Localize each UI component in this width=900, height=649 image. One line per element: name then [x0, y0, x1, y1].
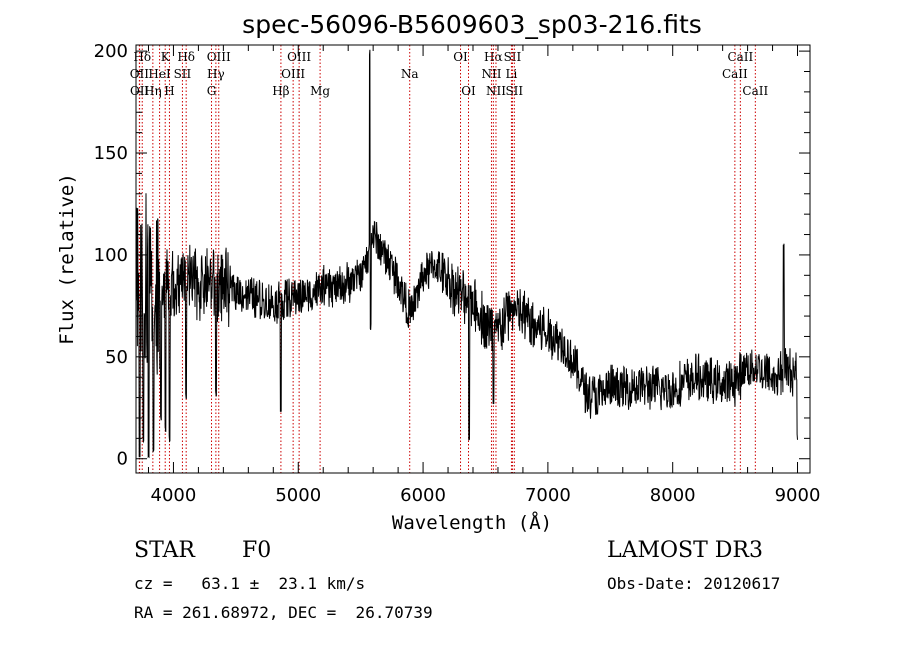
line-label-hα: Hα	[484, 50, 503, 64]
x-tick-label: 5000	[275, 485, 321, 506]
line-label-oii: OII	[130, 84, 150, 98]
object-subclass: F0	[242, 538, 272, 563]
ticks-layer: 4000 5000 6000 7000 8000 9000 0 50 100 150 200	[94, 41, 821, 506]
y-tick-label: 150	[94, 143, 128, 164]
redshift-readout: cz = 63.1 ± 23.1 km/s	[134, 574, 366, 593]
line-label-sii: SII	[504, 50, 522, 64]
plot-frame	[135, 44, 811, 474]
y-axis-label: Flux (relative)	[56, 173, 78, 345]
y-tick-label: 0	[117, 449, 128, 470]
line-label-caii: CaII	[742, 84, 768, 98]
line-label-k: K	[161, 50, 171, 64]
x-axis-label: Wavelength (Å)	[392, 511, 552, 534]
line-label-caii: CaII	[722, 67, 748, 81]
line-label-hγ: Hγ	[207, 67, 225, 81]
x-tick-label: 6000	[400, 485, 446, 506]
coordinates: RA = 261.68972, DEC = 26.70739	[134, 603, 433, 622]
line-label-sii: SII	[174, 67, 192, 81]
line-label-hη: Hη	[144, 84, 162, 98]
line-label-li: Li	[506, 67, 518, 81]
x-tick-label: 8000	[650, 485, 696, 506]
line-label-nii: NII	[481, 67, 501, 81]
survey-name: LAMOST DR3	[607, 538, 763, 563]
obs-date: Obs-Date: 20120617	[607, 574, 781, 593]
line-label-nii: NII	[486, 84, 506, 98]
chart-title: spec-56096-B5609603_sp03-216.fits	[242, 10, 702, 39]
line-label-hβ: Hβ	[272, 84, 289, 98]
y-tick-label: 100	[94, 245, 128, 266]
line-label-hδ: Hδ	[133, 50, 151, 64]
line-label-h: H	[164, 84, 174, 98]
y-tick-label: 50	[105, 347, 128, 368]
series-line-flux	[135, 49, 798, 459]
line-label-g: G	[207, 84, 217, 98]
line-label-oiii: OIII	[281, 67, 305, 81]
series-layer	[135, 49, 798, 459]
line-label-na: Na	[401, 67, 419, 81]
line-label-caii: CaII	[727, 50, 753, 64]
line-label-hei: HeI	[148, 67, 171, 81]
line-label-oi: OI	[453, 50, 468, 64]
line-label-oiii: OIII	[287, 50, 311, 64]
x-tick-label: 4000	[151, 485, 197, 506]
line-label-sii: SII	[505, 84, 523, 98]
line-label-oi: OI	[461, 84, 476, 98]
line-label-hδ: Hδ	[177, 50, 195, 64]
line-label-oiii: OIII	[207, 50, 231, 64]
x-tick-label: 7000	[525, 485, 571, 506]
spectrum-chart: spec-56096-B5609603_sp03-216.fits Hδ OII O…	[56, 10, 821, 534]
x-tick-label: 9000	[775, 485, 821, 506]
object-class: STAR	[134, 538, 195, 563]
y-tick-label: 200	[94, 41, 128, 62]
line-label-mg: Mg	[310, 84, 330, 98]
